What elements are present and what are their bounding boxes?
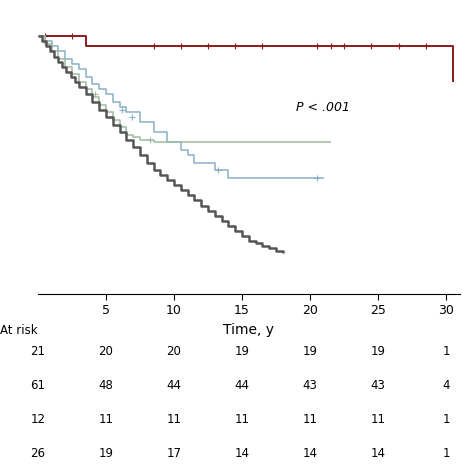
Text: 21: 21	[30, 345, 46, 358]
Text: 44: 44	[235, 379, 249, 392]
Text: P < .001: P < .001	[296, 100, 350, 114]
Text: 44: 44	[166, 379, 182, 392]
Text: 20: 20	[166, 345, 182, 358]
Text: 43: 43	[371, 379, 385, 392]
Text: 11: 11	[99, 413, 113, 426]
Text: At risk: At risk	[0, 324, 37, 337]
Text: 11: 11	[235, 413, 249, 426]
Text: 19: 19	[99, 447, 113, 460]
Text: 43: 43	[303, 379, 318, 392]
Text: 12: 12	[30, 413, 46, 426]
Text: 19: 19	[235, 345, 249, 358]
Text: 48: 48	[99, 379, 113, 392]
Text: 11: 11	[302, 413, 318, 426]
Text: 14: 14	[302, 447, 318, 460]
Text: 14: 14	[235, 447, 249, 460]
Text: 1: 1	[442, 413, 450, 426]
Text: 17: 17	[166, 447, 182, 460]
Text: 26: 26	[30, 447, 46, 460]
Text: 1: 1	[442, 345, 450, 358]
Text: 11: 11	[166, 413, 182, 426]
Text: 11: 11	[371, 413, 386, 426]
Text: 19: 19	[371, 345, 386, 358]
Text: 14: 14	[371, 447, 386, 460]
Text: 20: 20	[99, 345, 113, 358]
Text: 4: 4	[442, 379, 450, 392]
Text: 1: 1	[442, 447, 450, 460]
Text: 61: 61	[30, 379, 46, 392]
Text: 19: 19	[302, 345, 318, 358]
X-axis label: Time, y: Time, y	[223, 323, 274, 337]
